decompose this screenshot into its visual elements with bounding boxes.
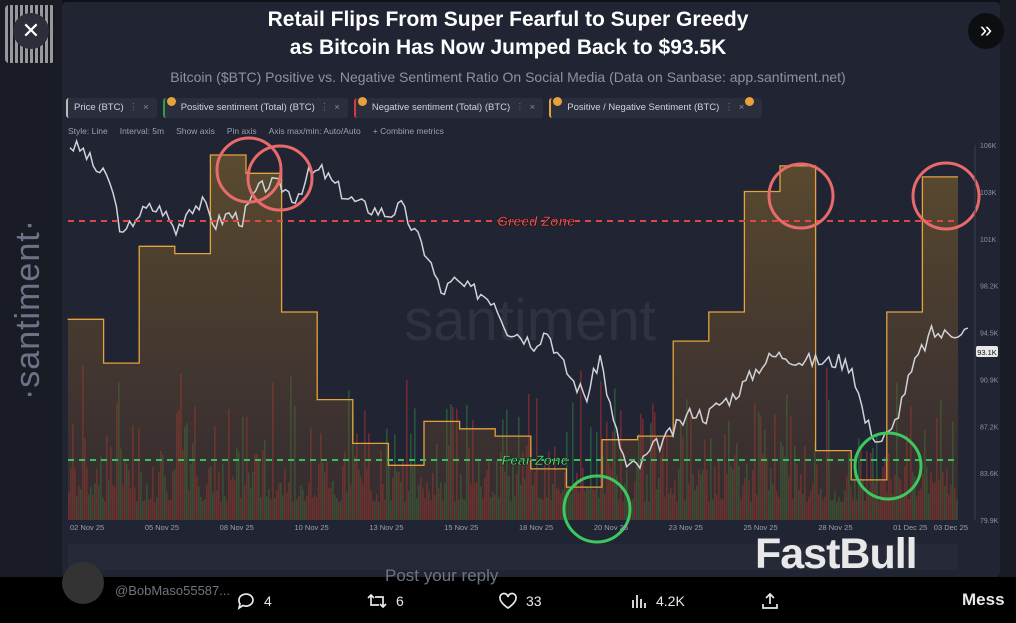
right-strip (1000, 0, 1016, 623)
show-axis-toggle[interactable]: Show axis (176, 126, 215, 136)
remove-icon[interactable]: × (334, 102, 340, 113)
title-line-2: as Bitcoin Has Now Jumped Back to $93.5K (289, 36, 727, 59)
views-button[interactable]: 4.2K (630, 592, 685, 610)
more-icon[interactable]: ⋮ (319, 102, 330, 113)
interval-select[interactable]: Interval: 5m (119, 126, 165, 136)
reply-button[interactable]: 4 (236, 592, 272, 610)
reply-input[interactable]: Post your reply (385, 566, 499, 585)
reply-icon (237, 593, 254, 610)
like-button[interactable]: 33 (498, 592, 542, 610)
chart-subtitle: Bitcoin ($BTC) Positive vs. Negative Sen… (170, 69, 846, 85)
left-strip (0, 0, 62, 623)
remove-icon[interactable]: × (738, 102, 745, 113)
pin-axis-toggle[interactable]: Pin axis (226, 126, 257, 136)
view-count: 4.2K (656, 593, 685, 609)
remove-icon[interactable]: × (143, 102, 149, 113)
chart-card (62, 2, 1000, 577)
legend-label: Positive sentiment (Total) (BTC) (180, 102, 315, 113)
legend-label: Negative sentiment (Total) (BTC) (371, 102, 511, 113)
tweet-action-bar (0, 577, 1016, 623)
like-count: 33 (526, 593, 542, 609)
avatar (62, 562, 104, 604)
legend-label: Positive / Negative Sentiment (BTC) (567, 102, 720, 113)
warning-icon (553, 96, 563, 106)
title-line-1: Retail Flips From Super Fearful to Super… (267, 8, 749, 31)
retweet-button[interactable]: 6 (366, 592, 404, 610)
warning-icon (745, 96, 755, 106)
close-button[interactable]: ✕ (13, 13, 49, 49)
more-icon[interactable]: ⋮ (515, 102, 525, 113)
more-icon[interactable]: ⋮ (128, 102, 139, 113)
reply-count: 4 (264, 593, 272, 609)
page-title: Retail Flips From Super Fearful to Super… (0, 6, 1016, 62)
heart-icon (499, 592, 517, 610)
user-handle: @BobMaso55587... (115, 583, 231, 598)
chart-toolbar: Style: Line Interval: 5m Show axis Pin a… (68, 126, 444, 136)
legend-item-ratio[interactable]: Positive / Negative Sentiment (BTC) ⋮ × (549, 96, 763, 118)
chevron-double-right-icon: » (979, 17, 993, 42)
retweet-icon (367, 593, 387, 609)
style-select[interactable]: Style: Line (68, 126, 108, 136)
retweet-count: 6 (396, 593, 404, 609)
share-icon (762, 592, 778, 609)
remove-icon[interactable]: × (529, 102, 536, 113)
analytics-icon (632, 595, 646, 608)
legend-item-price[interactable]: Price (BTC) ⋮ × (66, 98, 157, 118)
metric-legend: Price (BTC) ⋮ × Positive sentiment (Total)… (66, 96, 763, 118)
share-button[interactable] (761, 592, 779, 610)
messages-label[interactable]: Mess (962, 590, 1005, 609)
fastbull-watermark: FastBull (755, 530, 918, 578)
legend-item-negative[interactable]: Negative sentiment (Total) (BTC) ⋮ × (353, 96, 544, 118)
legend-item-positive[interactable]: Positive sentiment (Total) (BTC) ⋮ × (162, 96, 348, 118)
axis-minmax-select[interactable]: Axis max/min: Auto/Auto (268, 126, 361, 136)
santiment-side-watermark: ·santiment· (9, 218, 48, 401)
more-icon[interactable]: ⋮ (724, 102, 734, 113)
legend-label: Price (BTC) (74, 102, 124, 113)
expand-button[interactable]: » (968, 13, 1004, 49)
warning-icon (357, 96, 367, 106)
close-icon: ✕ (21, 18, 41, 43)
warning-icon (166, 96, 176, 106)
combine-metrics-button[interactable]: + Combine metrics (372, 126, 444, 136)
